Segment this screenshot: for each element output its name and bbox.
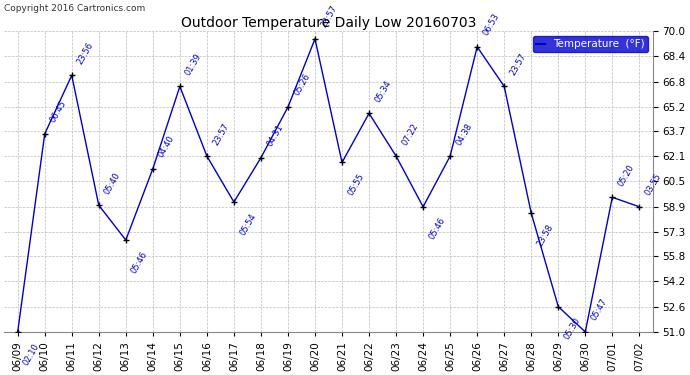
Text: 02:10: 02:10: [22, 341, 41, 366]
Text: 05:20: 05:20: [616, 163, 636, 188]
Legend: Temperature  (°F): Temperature (°F): [533, 36, 648, 52]
Text: 04:40: 04:40: [157, 134, 177, 159]
Text: 07:22: 07:22: [400, 122, 420, 147]
Text: 05:40: 05:40: [103, 171, 123, 196]
Text: 23:58: 23:58: [535, 223, 555, 248]
Text: 06:53: 06:53: [481, 12, 501, 37]
Text: 03:55: 03:55: [643, 172, 663, 197]
Text: 05:26: 05:26: [292, 72, 312, 98]
Text: 05:34: 05:34: [373, 79, 393, 104]
Text: 05:46: 05:46: [427, 216, 447, 242]
Text: 04:31: 04:31: [265, 123, 285, 148]
Text: 23:56: 23:56: [76, 40, 96, 66]
Text: Copyright 2016 Cartronics.com: Copyright 2016 Cartronics.com: [4, 4, 146, 13]
Text: 05:55: 05:55: [346, 172, 366, 197]
Text: 01:39: 01:39: [184, 52, 204, 77]
Text: 05:54: 05:54: [238, 211, 257, 237]
Text: 05:30: 05:30: [562, 316, 582, 341]
Text: 06:45: 06:45: [49, 99, 68, 124]
Text: 23:57: 23:57: [509, 52, 528, 77]
Text: 05:47: 05:47: [589, 297, 609, 322]
Text: 23:57: 23:57: [211, 122, 230, 147]
Text: 05:46: 05:46: [130, 250, 150, 275]
Title: Outdoor Temperature Daily Low 20160703: Outdoor Temperature Daily Low 20160703: [181, 16, 476, 30]
Text: 04:38: 04:38: [454, 122, 474, 147]
Text: 23:57: 23:57: [319, 4, 339, 29]
